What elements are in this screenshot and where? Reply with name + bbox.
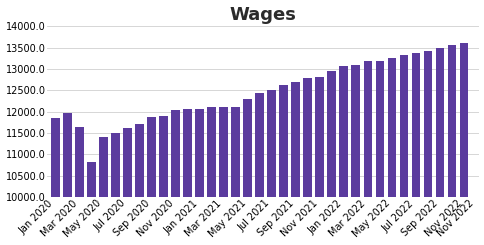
Bar [375,61,383,245]
Title: Wages: Wages [229,6,296,24]
Bar [291,82,299,245]
Bar [75,127,83,245]
Bar [183,109,191,245]
Bar [447,45,455,245]
Bar [339,66,347,245]
Bar [411,53,419,245]
Bar [387,59,395,245]
Bar [351,65,359,245]
Bar [435,48,443,245]
Bar [63,112,72,245]
Bar [303,78,311,245]
Bar [459,43,467,245]
Bar [219,107,227,245]
Bar [207,107,215,245]
Bar [255,93,263,245]
Bar [423,51,431,245]
Bar [279,85,287,245]
Bar [243,99,251,245]
Bar [159,116,167,245]
Bar [147,117,155,245]
Bar [327,71,335,245]
Bar [51,118,60,245]
Bar [315,77,323,245]
Bar [99,137,107,245]
Bar [171,110,180,245]
Bar [399,55,407,245]
Bar [123,128,131,245]
Bar [87,162,95,245]
Bar [135,124,143,245]
Bar [195,109,203,245]
Bar [231,107,239,245]
Bar [111,133,120,245]
Bar [267,89,275,245]
Bar [363,61,371,245]
